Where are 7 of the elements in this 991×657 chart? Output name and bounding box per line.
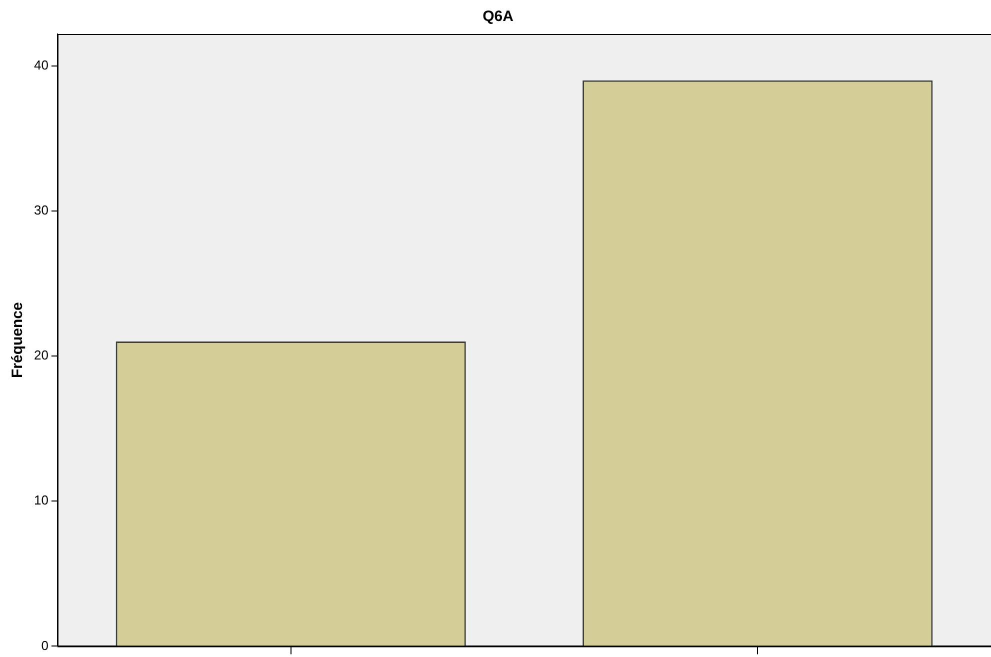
- y-tick-label: 30: [34, 202, 48, 218]
- y-tick-label: 0: [41, 638, 48, 653]
- y-tick-label: 40: [34, 57, 48, 72]
- y-tick-label: 10: [34, 492, 48, 508]
- y-axis-title: Fréquence: [9, 302, 26, 378]
- y-tick-label: 20: [34, 348, 48, 363]
- chart-title: Q6A: [482, 8, 514, 26]
